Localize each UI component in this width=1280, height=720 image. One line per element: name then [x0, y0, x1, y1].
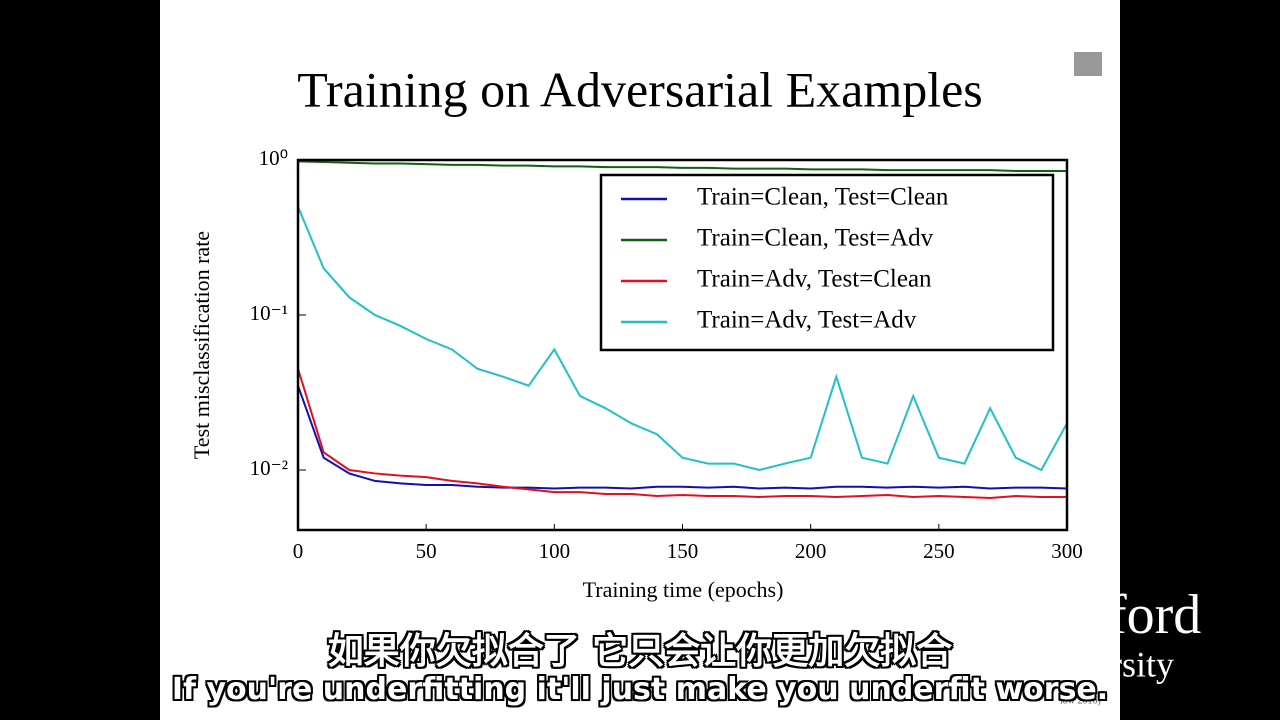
slide-icon — [1074, 52, 1102, 76]
x-tick-label: 250 — [923, 539, 955, 563]
series-line — [298, 368, 1067, 499]
series-line — [298, 385, 1067, 490]
legend-label: Train=Clean, Test=Adv — [697, 225, 934, 252]
legend-label: Train=Adv, Test=Clean — [697, 266, 932, 293]
chart-title: Training on Adversarial Examples — [297, 61, 983, 117]
legend-box — [599, 173, 1055, 352]
subtitle-zh: 如果你欠拟合了 它只会让你更加欠拟合 — [327, 631, 953, 672]
plot-frame — [296, 158, 1069, 532]
legend-label: Train=Clean, Test=Clean — [697, 184, 949, 211]
x-tick-label: 200 — [795, 539, 827, 563]
x-tick-label: 100 — [539, 539, 571, 563]
logo-text: ford — [1108, 584, 1201, 646]
x-tick-label: 50 — [416, 539, 437, 563]
citation: low 2016) — [1060, 695, 1101, 706]
legend-label: Train=Adv, Test=Adv — [697, 307, 917, 334]
x-axis-label: Training time (epochs) — [583, 577, 784, 602]
y-tick-label: 10⁻² — [250, 456, 288, 480]
series-line — [298, 160, 1067, 172]
y-tick-label: 10⁰ — [259, 146, 288, 170]
series-line — [298, 206, 1067, 472]
y-axis-label: Test misclassification rate — [189, 231, 214, 459]
x-tick-label: 300 — [1051, 539, 1083, 563]
logo-text: rsity — [1110, 644, 1174, 684]
x-tick-label: 150 — [667, 539, 699, 563]
x-tick-label: 0 — [293, 539, 304, 563]
subtitle-en: If you're underfitting it'll just make y… — [171, 672, 1109, 707]
y-tick-label: 10⁻¹ — [250, 301, 288, 325]
